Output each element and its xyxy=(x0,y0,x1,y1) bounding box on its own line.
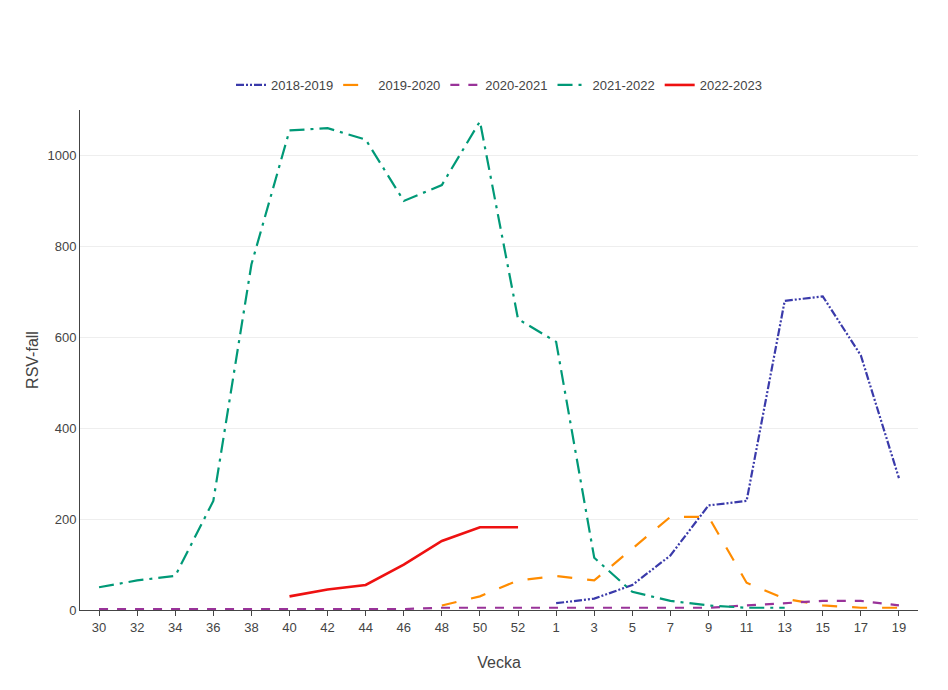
svg-text:36: 36 xyxy=(206,620,220,635)
svg-text:17: 17 xyxy=(854,620,868,635)
svg-text:30: 30 xyxy=(92,620,106,635)
svg-text:800: 800 xyxy=(55,239,77,254)
svg-text:38: 38 xyxy=(244,620,258,635)
svg-text:RSV-fall: RSV-fall xyxy=(24,331,41,389)
svg-text:1: 1 xyxy=(553,620,560,635)
svg-text:Vecka: Vecka xyxy=(477,654,521,671)
svg-text:2022-2023: 2022-2023 xyxy=(700,78,762,93)
svg-text:50: 50 xyxy=(473,620,487,635)
svg-text:7: 7 xyxy=(667,620,674,635)
svg-text:2018-2019: 2018-2019 xyxy=(271,78,333,93)
svg-text:44: 44 xyxy=(358,620,372,635)
svg-text:32: 32 xyxy=(130,620,144,635)
svg-text:3: 3 xyxy=(591,620,598,635)
svg-text:9: 9 xyxy=(705,620,712,635)
svg-text:0: 0 xyxy=(69,603,76,618)
svg-text:40: 40 xyxy=(282,620,296,635)
svg-text:5: 5 xyxy=(629,620,636,635)
svg-text:34: 34 xyxy=(168,620,182,635)
svg-text:42: 42 xyxy=(320,620,334,635)
svg-text:600: 600 xyxy=(55,330,77,345)
svg-text:200: 200 xyxy=(55,512,77,527)
svg-text:15: 15 xyxy=(816,620,830,635)
svg-text:52: 52 xyxy=(511,620,525,635)
svg-text:19: 19 xyxy=(892,620,906,635)
svg-text:2021-2022: 2021-2022 xyxy=(593,78,655,93)
svg-text:46: 46 xyxy=(397,620,411,635)
svg-text:2020-2021: 2020-2021 xyxy=(485,78,547,93)
svg-text:11: 11 xyxy=(740,620,754,635)
svg-text:13: 13 xyxy=(777,620,791,635)
svg-text:400: 400 xyxy=(55,421,77,436)
svg-text:48: 48 xyxy=(435,620,449,635)
svg-text:1000: 1000 xyxy=(47,148,76,163)
svg-text:2019-2020: 2019-2020 xyxy=(378,78,440,93)
